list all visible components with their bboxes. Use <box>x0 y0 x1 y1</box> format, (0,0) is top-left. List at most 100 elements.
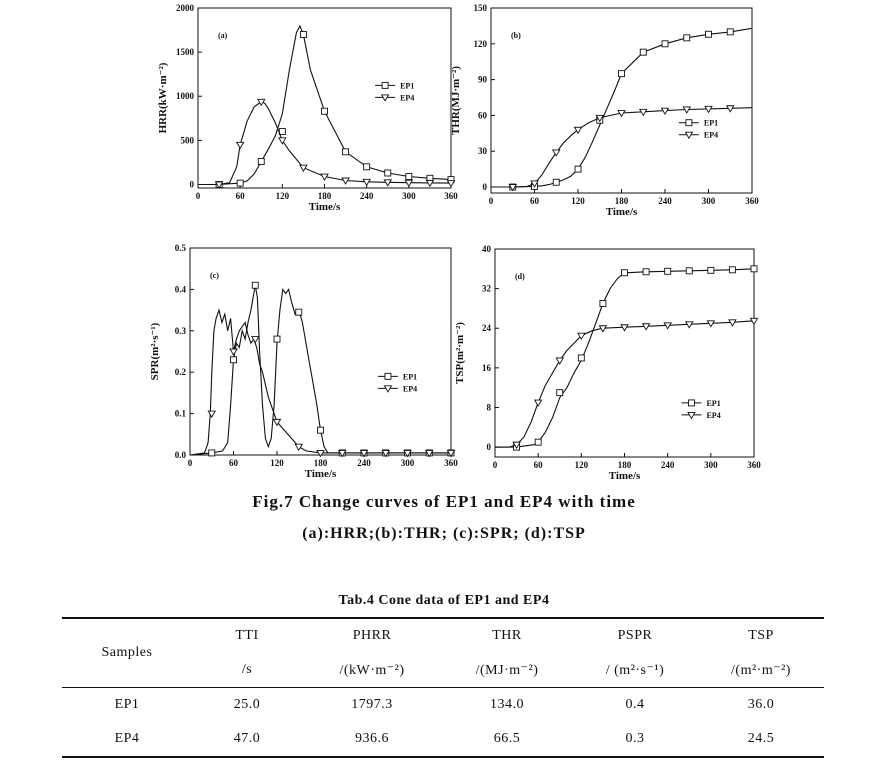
data-point <box>381 449 391 458</box>
x-tick-label: 180 <box>318 191 332 201</box>
table-cell: 0.4 <box>625 697 645 712</box>
y-tick-label: 0 <box>487 442 492 452</box>
header-tti: TTI <box>192 617 302 653</box>
series-ep4 <box>189 308 456 458</box>
data-point <box>425 179 435 188</box>
header-pspr: PSPR <box>572 617 698 653</box>
header-thr: THR <box>442 617 572 653</box>
data-point <box>363 163 371 171</box>
data-point <box>663 322 672 330</box>
series-line-ep1 <box>495 268 755 448</box>
x-tick-label: 360 <box>747 460 761 470</box>
series-line-ep4 <box>198 101 452 186</box>
y-tick-label: 0.2 <box>175 367 187 377</box>
data-point <box>595 114 605 123</box>
sample-name: EP1 <box>114 697 140 712</box>
series-ep1 <box>495 265 758 451</box>
unit-pspr: / (m²·s⁻¹) <box>572 653 698 688</box>
header-phrr: PHRR <box>302 617 442 653</box>
table-cell: 47.0 <box>192 722 302 758</box>
table-cell: 24.5 <box>698 722 824 758</box>
y-tick-label: 0.0 <box>175 450 187 460</box>
x-tick-label: 240 <box>360 191 374 201</box>
data-point <box>750 265 758 273</box>
unit-tsp: /(m²·m⁻²) <box>698 653 824 688</box>
table-cell: 134.0 <box>490 697 524 712</box>
x-axis-label: Time/s <box>609 470 641 482</box>
data-point <box>638 108 648 117</box>
data-point <box>207 410 217 418</box>
chart-thr: 0 60 120 180 240 300 360 0 30 60 90 120 150 Time/s THR… <box>450 3 759 218</box>
chart-hrr: 0 60 120 180 240 300 360 0 500 1000 1500 2000 Time/s… <box>157 3 458 213</box>
data-point <box>574 165 582 173</box>
y-tick-label: 60 <box>478 110 488 120</box>
x-tick-label: 240 <box>661 460 675 470</box>
y-tick-label: 24 <box>482 323 492 333</box>
legend-marker <box>384 372 392 380</box>
y-tick-label: 0 <box>190 179 195 189</box>
x-tick-label: 120 <box>571 196 585 206</box>
panel-label: (a) <box>218 31 228 40</box>
data-point <box>728 319 737 327</box>
y-tick-label: 16 <box>482 363 492 373</box>
data-point <box>362 178 371 187</box>
data-point <box>230 356 237 364</box>
x-tick-label: 60 <box>229 458 239 468</box>
figure-caption: Fig.7 Change curves of EP1 and EP4 with … <box>252 492 636 511</box>
x-tick-label: 300 <box>702 196 716 206</box>
data-point <box>229 348 238 356</box>
y-tick-label: 30 <box>478 146 488 156</box>
y-tick-label: 1000 <box>176 91 195 101</box>
panel-label: (b) <box>511 31 521 40</box>
data-point <box>556 389 564 397</box>
y-tick-label: 0.1 <box>175 409 187 419</box>
data-point <box>530 180 539 188</box>
data-point <box>534 438 542 446</box>
table-cell: 1797.3 <box>351 697 393 712</box>
unit-phrr: /(kW·m⁻²) <box>302 653 442 688</box>
table-caption: Tab.4 Cone data of EP1 and EP4 <box>338 593 550 608</box>
y-axis-label: SPR(m²·s⁻¹) <box>149 322 161 380</box>
data-point <box>706 320 716 328</box>
data-point <box>446 449 456 458</box>
x-tick-label: 120 <box>270 458 284 468</box>
data-point <box>660 107 670 116</box>
data-point <box>512 441 521 450</box>
x-tick-label: 0 <box>188 458 193 468</box>
data-point <box>508 184 518 192</box>
y-tick-label: 1500 <box>176 47 195 57</box>
legend-marker <box>688 399 695 407</box>
legend-marker <box>381 81 389 89</box>
x-tick-label: 0 <box>489 196 494 206</box>
legend-marker <box>684 131 694 140</box>
y-tick-label: 32 <box>482 284 492 294</box>
table-cell: 36.0 <box>747 697 775 712</box>
panel-label: (c) <box>210 271 219 280</box>
x-tick-label: 300 <box>704 460 718 470</box>
x-tick-label: 240 <box>658 196 672 206</box>
x-tick-label: 0 <box>493 460 498 470</box>
y-tick-label: 0.4 <box>175 284 187 294</box>
sample-name: EP4 <box>62 722 192 758</box>
data-point <box>551 149 561 157</box>
y-tick-label: 8 <box>487 402 492 412</box>
data-point <box>235 141 245 150</box>
x-tick-label: 60 <box>530 196 540 206</box>
series-line-ep1 <box>198 24 452 186</box>
data-point <box>642 268 650 276</box>
data-point <box>294 443 304 452</box>
legend-label: EP4 <box>400 93 414 102</box>
data-point <box>617 110 626 118</box>
x-tick-label: 360 <box>444 191 458 201</box>
data-point <box>299 164 308 173</box>
cone-data-table: Samples TTI PHRR THR PSPR TSP /s /(kW·m⁻… <box>62 617 824 758</box>
y-tick-label: 40 <box>482 244 492 254</box>
data-point <box>214 181 224 189</box>
data-point <box>749 317 759 326</box>
series-line-ep1 <box>491 27 753 188</box>
legend-label: EP1 <box>400 81 414 90</box>
data-point <box>208 449 216 457</box>
